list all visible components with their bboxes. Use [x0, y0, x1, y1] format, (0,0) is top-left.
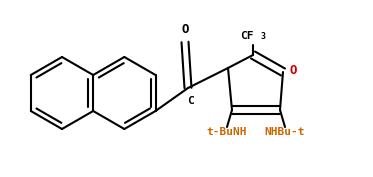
Text: O: O — [181, 23, 189, 36]
Text: t-BuNH: t-BuNH — [207, 127, 247, 137]
Text: 3: 3 — [261, 32, 266, 41]
Text: C: C — [186, 96, 193, 106]
Text: NHBu-t: NHBu-t — [265, 127, 305, 137]
Text: O: O — [289, 64, 297, 76]
Text: CF: CF — [240, 31, 254, 41]
